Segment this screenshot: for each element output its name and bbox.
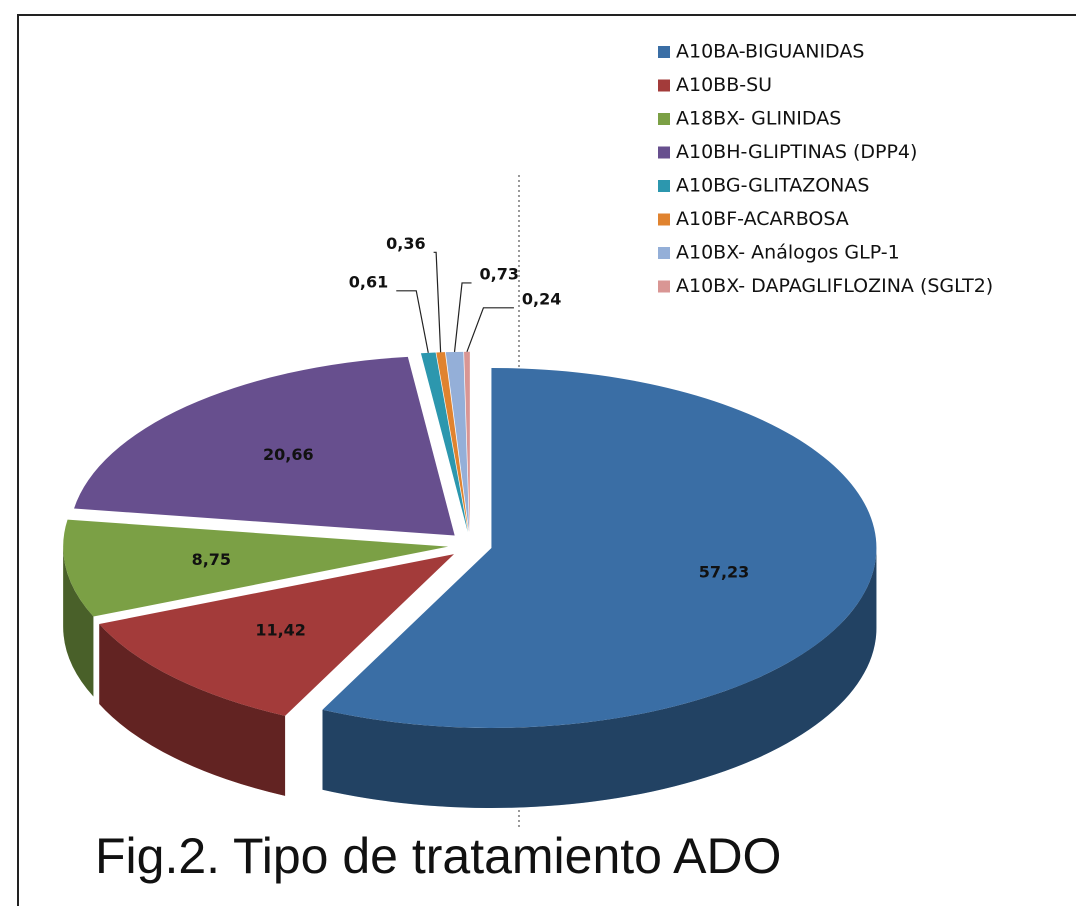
legend-label: A10BA-BIGUANIDAS: [676, 41, 864, 63]
data-label: 0,36: [386, 234, 425, 253]
legend-label: A10BF-ACARBOSA: [676, 208, 849, 230]
slice-sides: [63, 546, 877, 808]
data-label: 11,42: [255, 620, 306, 639]
data-label: 0,61: [349, 272, 388, 291]
legend-swatch: [658, 180, 670, 192]
legend-swatch: [658, 213, 670, 226]
data-label: 57,23: [699, 563, 750, 582]
leader-line: [396, 290, 429, 353]
data-label: 0,73: [480, 264, 519, 283]
data-label: 20,66: [263, 445, 314, 464]
slice: [322, 367, 877, 728]
legend-label: A10BX- DAPAGLIFLOZINA (SGLT2): [676, 275, 993, 297]
legend-label: A10BX- Análogos GLP-1: [676, 242, 900, 264]
slice-tops: [63, 351, 877, 728]
legend: A10BA-BIGUANIDAS A10BB-SU A18BX- GLINIDAS A…: [658, 41, 993, 297]
slice-side: [99, 623, 286, 796]
slice-side: [322, 547, 877, 808]
slice: [436, 352, 469, 532]
leader-line: [466, 307, 514, 353]
legend-swatch: [658, 79, 670, 92]
legend-swatch: [658, 280, 670, 293]
legend-swatch: [658, 113, 670, 125]
legend-label: A10BH-GLIPTINAS (DPP4): [676, 141, 917, 163]
legend-label: A10BB-SU: [676, 74, 772, 96]
slice: [445, 351, 470, 532]
legend-swatch: [658, 247, 670, 259]
slice-shade: [322, 547, 877, 808]
slice-shade: [63, 546, 94, 697]
data-label: 0,24: [522, 289, 561, 308]
legend-swatch: [658, 146, 670, 159]
legend-label: A18BX- GLINIDAS: [676, 108, 841, 130]
data-labels: 57,23 11,42 8,75 20,66 0,61 0,36 0,730,24: [192, 234, 750, 639]
legend-label: A10BG-GLITAZONAS: [676, 175, 869, 197]
slice: [99, 554, 455, 716]
frame: [17, 14, 1076, 906]
legend-swatch: [658, 46, 670, 58]
slice: [420, 352, 468, 532]
slice: [464, 351, 470, 532]
slice: [63, 519, 449, 617]
leader-line: [433, 251, 442, 353]
chart-title: Fig.2. Tipo de tratamiento ADO: [95, 828, 781, 884]
slice-shade: [99, 623, 286, 796]
slice: [74, 356, 455, 536]
slice-side: [63, 546, 94, 697]
data-label: 8,75: [192, 550, 231, 569]
leader-line: [453, 282, 472, 353]
